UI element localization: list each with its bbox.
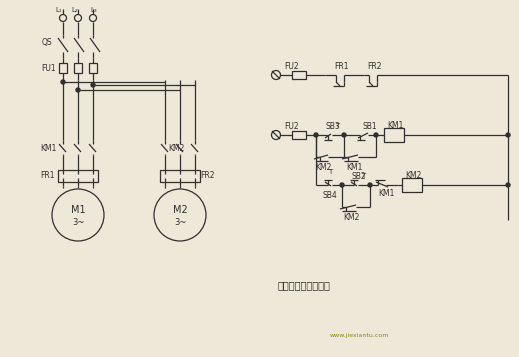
Circle shape: [91, 83, 95, 87]
Circle shape: [374, 133, 378, 137]
Circle shape: [506, 133, 510, 137]
Bar: [292, 71, 306, 79]
Text: www.jiexiantu.com: www.jiexiantu.com: [330, 332, 389, 337]
Text: FU2: FU2: [284, 121, 298, 131]
Text: KM2: KM2: [168, 144, 184, 152]
Circle shape: [61, 80, 65, 84]
Text: L₁: L₁: [56, 7, 62, 13]
Bar: [74, 63, 82, 73]
Text: M1: M1: [71, 205, 85, 215]
Text: FR1: FR1: [334, 61, 348, 70]
Circle shape: [368, 183, 372, 187]
Text: T: T: [328, 169, 332, 175]
Text: KM2: KM2: [315, 162, 331, 171]
Bar: [160, 170, 200, 182]
Text: KM2: KM2: [405, 171, 421, 180]
Text: FU2: FU2: [284, 61, 298, 70]
Text: FR2: FR2: [200, 171, 214, 180]
Text: T: T: [335, 123, 339, 129]
Text: FR2: FR2: [367, 61, 381, 70]
Text: L₂: L₂: [72, 7, 78, 13]
Text: SB4: SB4: [322, 191, 337, 200]
Text: KM1: KM1: [378, 188, 394, 197]
Text: T: T: [361, 173, 365, 179]
Text: M2: M2: [173, 205, 187, 215]
Text: KM1: KM1: [387, 121, 403, 130]
Bar: [384, 128, 404, 142]
Circle shape: [342, 133, 346, 137]
Bar: [59, 63, 67, 73]
Text: FU1: FU1: [41, 64, 56, 72]
Text: SB1: SB1: [362, 121, 377, 131]
Circle shape: [506, 183, 510, 187]
Text: SB2: SB2: [351, 171, 365, 181]
Circle shape: [340, 183, 344, 187]
Circle shape: [76, 88, 80, 92]
Text: KM1: KM1: [346, 162, 362, 171]
Text: 电动机顺序控制电路: 电动机顺序控制电路: [278, 280, 331, 290]
Text: 3~: 3~: [72, 217, 84, 226]
Text: KM2: KM2: [343, 212, 359, 221]
Text: FR1: FR1: [40, 171, 54, 180]
Text: SB3: SB3: [325, 121, 340, 131]
Circle shape: [314, 133, 318, 137]
Bar: [292, 131, 306, 139]
Bar: [402, 178, 422, 192]
Bar: [58, 170, 98, 182]
Text: L₃: L₃: [91, 7, 98, 13]
Text: 3~: 3~: [174, 217, 186, 226]
Bar: [89, 63, 97, 73]
Text: QS: QS: [42, 37, 52, 46]
Text: KM1: KM1: [40, 144, 57, 152]
